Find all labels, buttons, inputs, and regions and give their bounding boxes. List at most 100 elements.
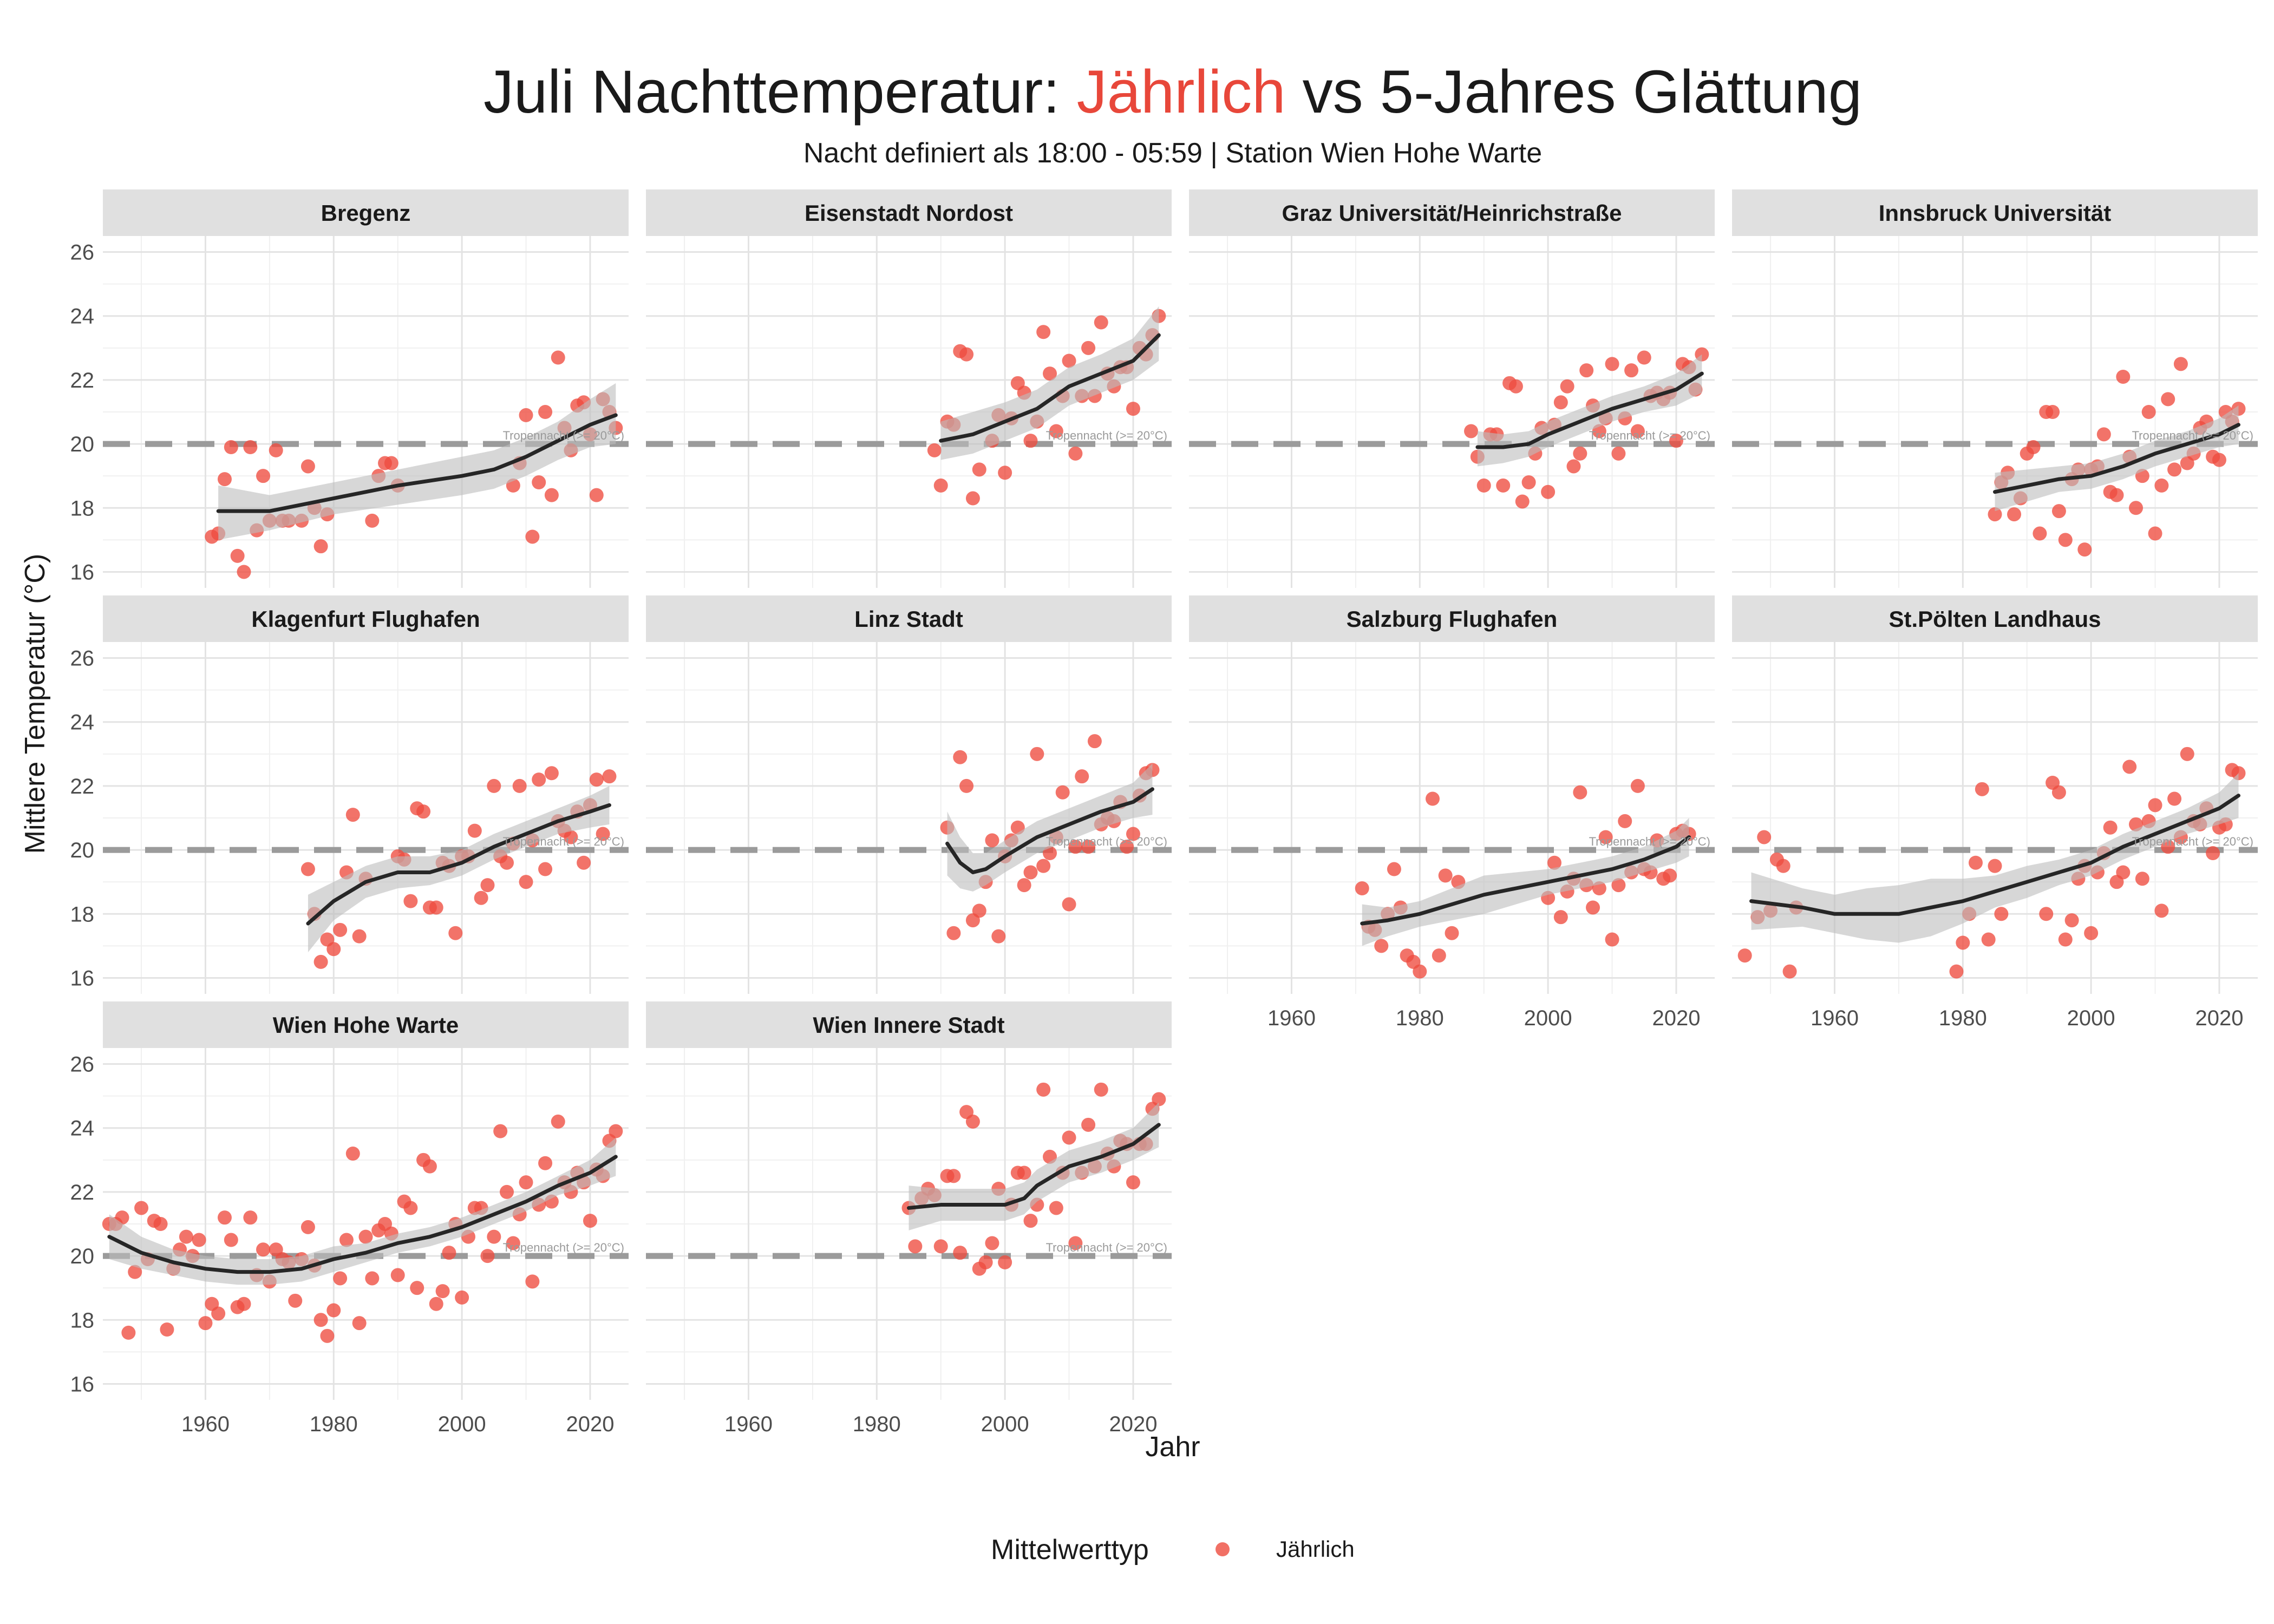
panel-title: St.Pölten Landhaus bbox=[1889, 606, 2101, 632]
data-point bbox=[2173, 357, 2188, 371]
panel-strip bbox=[1189, 595, 1715, 642]
data-point bbox=[179, 1229, 193, 1244]
data-point bbox=[2141, 405, 2156, 419]
panel-strip bbox=[1189, 189, 1715, 236]
smooth-confidence-band bbox=[218, 383, 616, 540]
data-point bbox=[1055, 785, 1070, 800]
data-point bbox=[333, 1271, 348, 1286]
data-point bbox=[2026, 440, 2041, 454]
data-point bbox=[487, 778, 501, 793]
x-tick-label: 2020 bbox=[1652, 1006, 1700, 1030]
x-tick-label: 2000 bbox=[1524, 1006, 1572, 1030]
x-tick-label: 2000 bbox=[438, 1412, 486, 1436]
data-point bbox=[1075, 769, 1089, 784]
data-point bbox=[422, 1159, 437, 1174]
data-point bbox=[2051, 785, 2066, 800]
smooth-line bbox=[1749, 794, 2240, 916]
reference-line-label: Tropennacht (>= 20°C) bbox=[2132, 429, 2253, 442]
data-point bbox=[985, 1236, 999, 1250]
data-point bbox=[1611, 878, 1626, 893]
data-point bbox=[1126, 402, 1140, 416]
data-point bbox=[544, 488, 559, 502]
data-point bbox=[1630, 424, 1645, 438]
smooth-confidence-band bbox=[308, 785, 610, 953]
data-point bbox=[538, 405, 553, 419]
data-point bbox=[965, 1114, 980, 1129]
data-point bbox=[467, 823, 482, 838]
x-tick-label: 1960 bbox=[181, 1412, 230, 1436]
panel-title: Salzburg Flughafen bbox=[1347, 606, 1558, 632]
smooth-confidence-band bbox=[1995, 405, 2239, 512]
data-point bbox=[2167, 462, 2182, 477]
data-point bbox=[991, 929, 1006, 944]
data-point bbox=[1737, 948, 1752, 963]
data-point bbox=[198, 1316, 213, 1331]
y-tick-label: 16 bbox=[70, 560, 95, 584]
y-tick-label: 26 bbox=[70, 1053, 95, 1077]
data-point bbox=[1598, 830, 1613, 844]
data-point bbox=[1445, 926, 1459, 940]
data-point bbox=[1553, 910, 1568, 925]
data-point bbox=[2007, 507, 2022, 522]
data-point bbox=[230, 548, 245, 563]
data-point bbox=[2154, 478, 2169, 493]
data-point bbox=[1573, 446, 1587, 461]
data-point bbox=[564, 830, 578, 844]
data-point bbox=[1994, 907, 2009, 921]
data-point bbox=[352, 1316, 367, 1331]
data-point bbox=[2116, 370, 2131, 384]
smooth-confidence-band bbox=[1477, 354, 1702, 467]
data-point bbox=[1062, 897, 1076, 912]
panel-linz-stadt: Linz Stadt Tropennacht (>= 20°C) bbox=[646, 595, 1172, 994]
panel-title: Graz Universität/Heinrichstraße bbox=[1282, 200, 1622, 226]
data-point bbox=[978, 1255, 993, 1269]
data-point bbox=[1637, 350, 1651, 365]
data-point bbox=[1975, 782, 1989, 796]
data-point bbox=[313, 954, 328, 969]
smooth-confidence-band bbox=[940, 306, 1159, 460]
data-point bbox=[1988, 507, 2002, 522]
data-point bbox=[300, 1220, 315, 1234]
data-point bbox=[1413, 964, 1427, 979]
data-point bbox=[1094, 1082, 1108, 1097]
data-point bbox=[2064, 913, 2079, 928]
data-point bbox=[506, 1236, 520, 1250]
smooth-line bbox=[1475, 371, 1704, 449]
data-point bbox=[519, 1175, 533, 1190]
panel-strip bbox=[103, 595, 629, 642]
panel-strip bbox=[646, 189, 1172, 236]
panel-strip bbox=[646, 595, 1172, 642]
data-point bbox=[2148, 798, 2162, 813]
data-point bbox=[134, 1201, 149, 1215]
data-point bbox=[313, 539, 328, 554]
panel-salzburg-flughafen: Salzburg Flughafen Tropennacht (>= 20°C) 1… bbox=[1189, 595, 1715, 1030]
data-point bbox=[538, 862, 553, 876]
data-point bbox=[2135, 872, 2149, 886]
data-point bbox=[1023, 865, 1038, 880]
reference-line-label: Tropennacht (>= 20°C) bbox=[2132, 835, 2253, 848]
data-point bbox=[998, 1255, 1012, 1269]
facet-panels: Bregenz Tropennacht (>= 20°C) 16 18 20 22 24 26… bbox=[70, 189, 2258, 1436]
data-point bbox=[487, 1229, 501, 1244]
data-point bbox=[500, 1184, 514, 1199]
data-point bbox=[500, 855, 514, 870]
data-point bbox=[538, 1156, 553, 1170]
x-tick-label: 2000 bbox=[2067, 1006, 2115, 1030]
data-point bbox=[2096, 427, 2111, 442]
panel-title: Wien Hohe Warte bbox=[273, 1012, 459, 1038]
reference-line-label: Tropennacht (>= 20°C) bbox=[1046, 429, 1167, 442]
data-point bbox=[1968, 855, 1983, 870]
data-point bbox=[1081, 840, 1096, 854]
data-point bbox=[2180, 746, 2194, 761]
data-point bbox=[160, 1322, 174, 1337]
smooth-confidence-band bbox=[1751, 773, 2239, 943]
data-point bbox=[269, 443, 283, 457]
data-point bbox=[1782, 964, 1797, 979]
data-point bbox=[1757, 830, 1772, 844]
data-point bbox=[1043, 366, 1057, 381]
data-point bbox=[972, 903, 986, 918]
data-point bbox=[2109, 488, 2124, 502]
data-point bbox=[384, 456, 398, 470]
data-point bbox=[121, 1325, 136, 1340]
data-point bbox=[2046, 405, 2060, 419]
